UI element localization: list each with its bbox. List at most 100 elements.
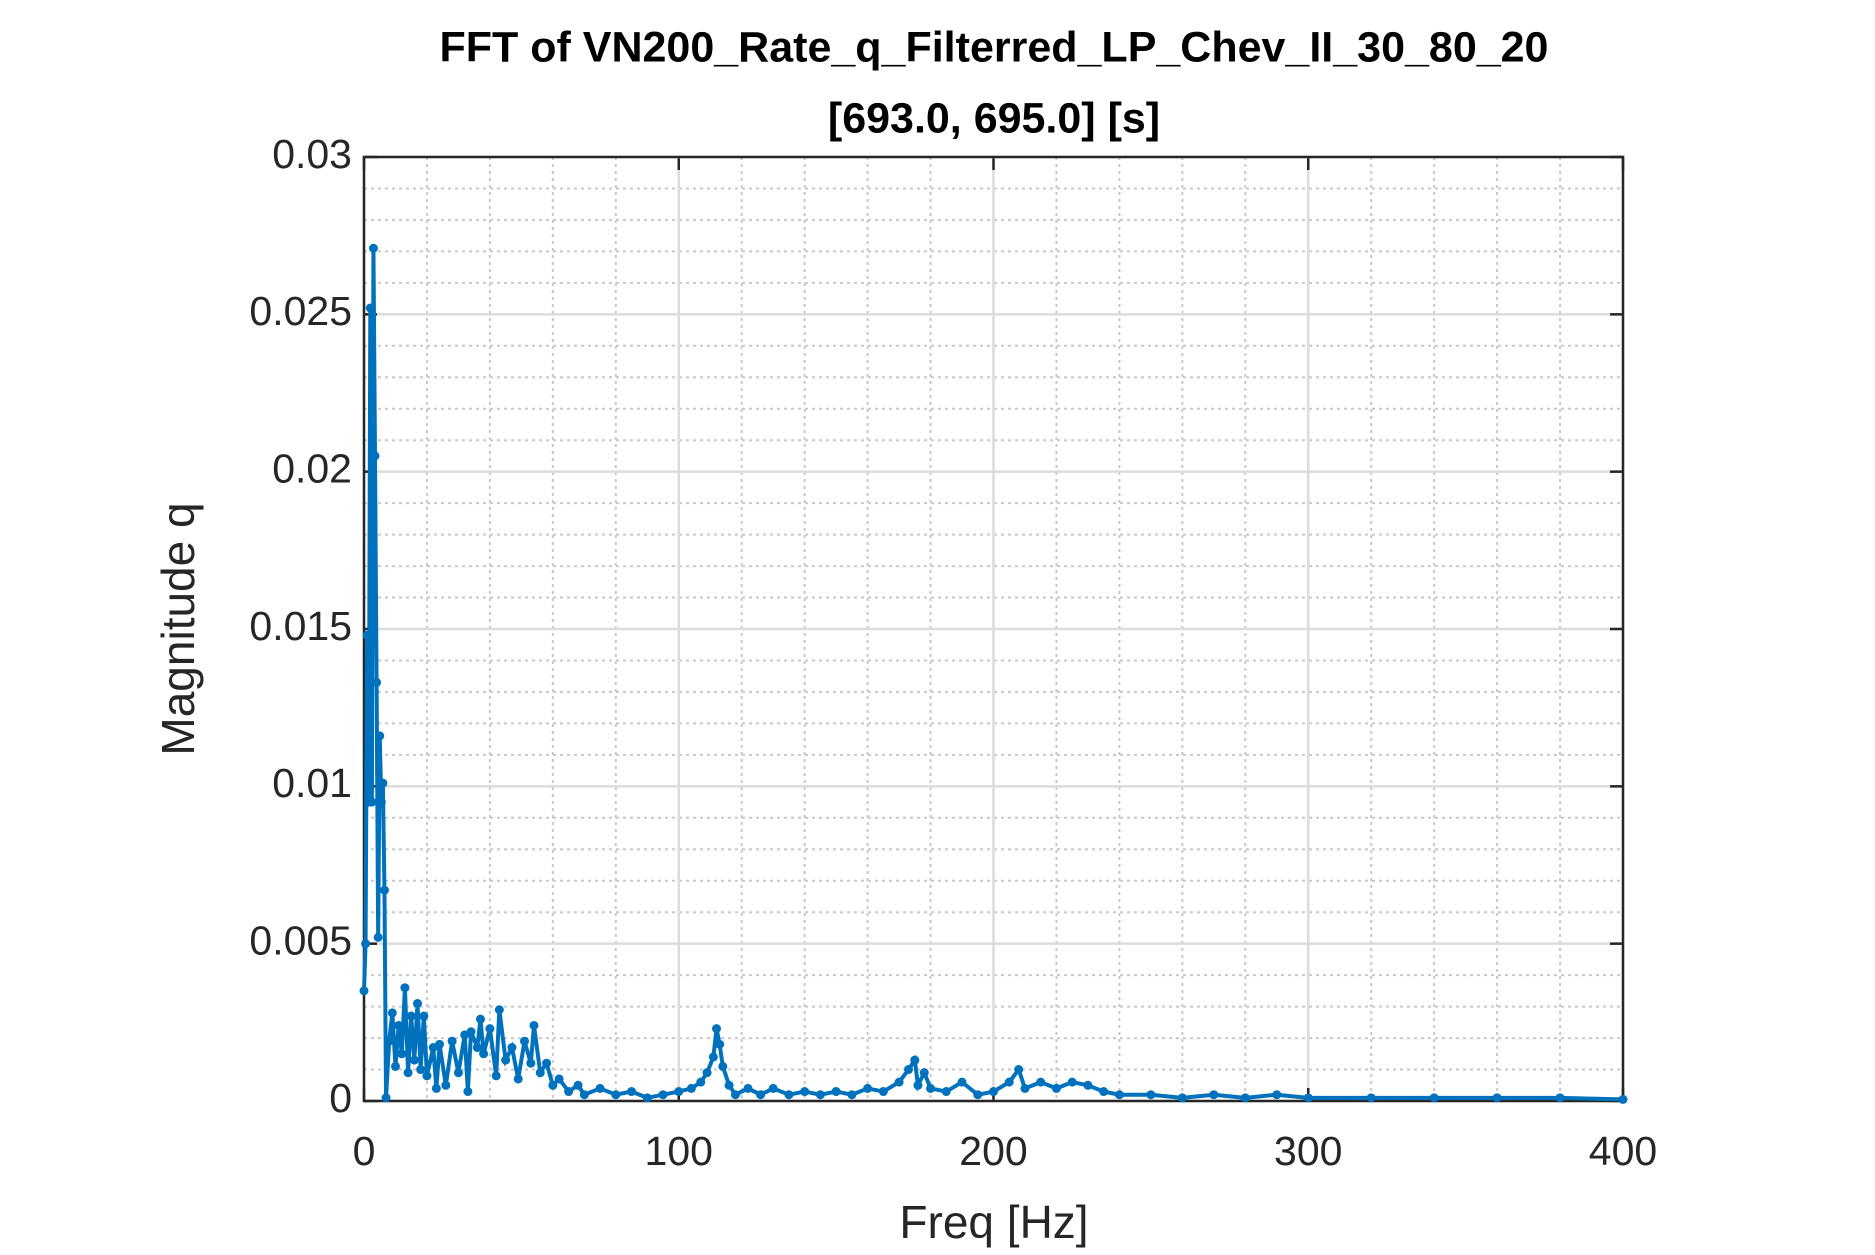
data-point: [387, 1008, 397, 1018]
data-point: [863, 1083, 873, 1093]
data-point: [919, 1068, 929, 1078]
data-point: [878, 1087, 888, 1097]
data-point: [435, 1039, 445, 1049]
data-point: [573, 1080, 583, 1090]
data-point: [1177, 1093, 1187, 1103]
y-tick-label: 0.015: [249, 603, 352, 649]
data-point: [447, 1036, 457, 1046]
data-point: [768, 1083, 778, 1093]
data-point: [359, 986, 369, 996]
data-point: [381, 1093, 391, 1103]
chart-title: FFT of VN200_Rate_q_Filterred_LP_Chev_II…: [440, 23, 1549, 71]
axes-box: [362, 155, 1625, 1103]
data-point: [712, 1024, 722, 1034]
data-point: [904, 1065, 914, 1075]
data-point: [422, 1071, 432, 1081]
data-point: [1272, 1090, 1282, 1100]
data-point: [715, 1039, 725, 1049]
chart-subtitle: [693.0, 695.0] [s]: [828, 94, 1160, 142]
data-point: [520, 1036, 530, 1046]
data-point: [1429, 1093, 1439, 1103]
data-point: [894, 1077, 904, 1087]
data-point: [367, 797, 377, 807]
data-point: [368, 243, 378, 253]
data-point: [756, 1090, 766, 1100]
y-tick-label: 0.01: [272, 760, 352, 806]
data-point: [529, 1020, 539, 1030]
data-point: [595, 1083, 605, 1093]
data-point: [1555, 1093, 1565, 1103]
data-point: [554, 1074, 564, 1084]
data-point: [627, 1087, 637, 1097]
data-point: [743, 1083, 753, 1093]
data-point: [416, 1065, 426, 1075]
data-point: [1146, 1090, 1156, 1100]
x-tick-label: 300: [1274, 1128, 1342, 1174]
x-tick-label: 200: [959, 1128, 1027, 1174]
data-point: [365, 303, 375, 313]
data-point: [800, 1087, 810, 1097]
data-point: [431, 1083, 441, 1093]
data-point: [1240, 1093, 1250, 1103]
data-point: [373, 932, 383, 942]
data-point: [611, 1090, 621, 1100]
data-point: [1618, 1094, 1628, 1104]
data-point: [1067, 1077, 1077, 1087]
data-point: [815, 1090, 825, 1100]
data-point: [1114, 1090, 1124, 1100]
data-point: [379, 885, 389, 895]
y-axis-label: Magnitude q: [152, 502, 204, 755]
data-point: [472, 1043, 482, 1053]
data-point: [475, 1014, 485, 1024]
data-point: [1366, 1093, 1376, 1103]
data-point: [973, 1090, 983, 1100]
data-point: [370, 451, 380, 461]
data-point: [526, 1058, 536, 1068]
data-point: [1020, 1083, 1030, 1093]
data-point: [1099, 1087, 1109, 1097]
data-point: [718, 1061, 728, 1071]
data-point: [513, 1074, 523, 1084]
data-point: [362, 630, 372, 640]
data-point: [708, 1052, 718, 1062]
data-point: [406, 1011, 416, 1021]
y-tick-label: 0.03: [272, 131, 352, 177]
data-point: [479, 1049, 489, 1059]
data-point: [441, 1080, 451, 1090]
x-tick-label: 100: [645, 1128, 713, 1174]
data-point: [913, 1080, 923, 1090]
y-tick-label: 0.025: [249, 288, 352, 334]
data-point: [494, 1005, 504, 1015]
data-point: [372, 677, 382, 687]
data-point: [390, 1061, 400, 1071]
x-axis-label: Freq [Hz]: [899, 1196, 1088, 1248]
data-point: [1036, 1077, 1046, 1087]
data-point: [361, 939, 371, 949]
data-point: [376, 797, 386, 807]
data-point: [658, 1090, 668, 1100]
data-point: [491, 1071, 501, 1081]
data-point: [579, 1090, 589, 1100]
data-point: [784, 1090, 794, 1100]
data-point: [724, 1080, 734, 1090]
data-point: [453, 1068, 463, 1078]
data-point: [485, 1024, 495, 1034]
data-point: [463, 1087, 473, 1097]
data-point: [419, 1011, 429, 1021]
data-point: [1004, 1077, 1014, 1087]
data-point: [702, 1068, 712, 1078]
data-point: [1303, 1093, 1313, 1103]
data-point: [957, 1077, 967, 1087]
data-point: [926, 1083, 936, 1093]
data-point: [400, 983, 410, 993]
y-tick-label: 0.005: [249, 917, 352, 963]
data-point: [696, 1077, 706, 1087]
data-point: [397, 1049, 407, 1059]
x-tick-label: 0: [353, 1128, 376, 1174]
data-point: [378, 778, 388, 788]
data-point: [989, 1087, 998, 1097]
x-tick-label: 400: [1589, 1128, 1657, 1174]
data-point: [1492, 1093, 1502, 1103]
data-point: [403, 1068, 413, 1078]
